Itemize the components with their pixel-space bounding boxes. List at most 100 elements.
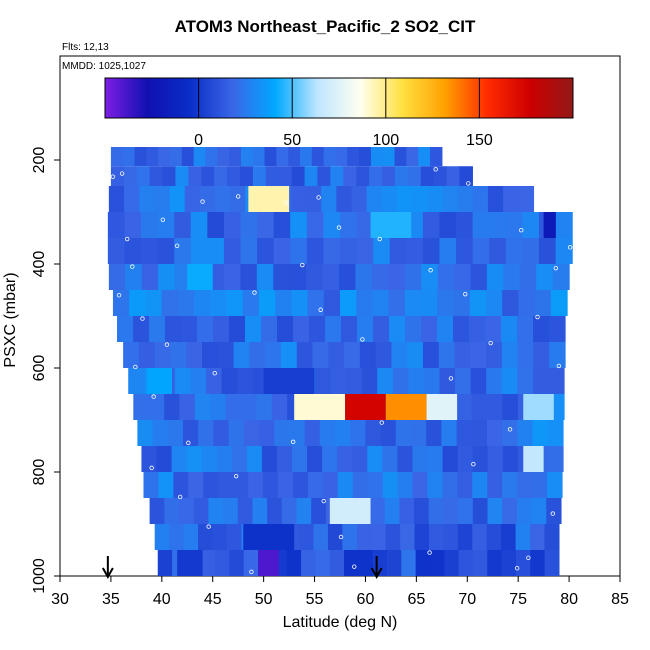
heatmap-cell [213,420,230,446]
heatmap-cell [444,550,460,576]
heatmap-cell [487,550,503,576]
heatmap-cell [401,550,417,576]
heatmap-cell [306,186,322,212]
heatmap-cell [517,368,534,394]
sample-point [360,337,365,342]
heatmap-cell [273,238,291,264]
heatmap-cell [158,147,171,167]
heatmap-cell [442,472,458,498]
heatmap-cell [174,368,192,394]
heatmap-cell [188,472,204,498]
heatmap-cell [170,342,187,368]
heatmap-cell [502,446,519,472]
x-tick-label: 55 [306,591,324,608]
heatmap-cell [344,550,359,576]
heatmap-cell [289,264,307,290]
heatmap-cell [228,420,245,446]
heatmap-cell [501,316,518,342]
heatmap-cell [213,316,230,342]
heatmap-cell [404,290,422,316]
heatmap-cell [437,316,454,342]
heatmap-cell [154,186,171,212]
heatmap-cell [421,264,439,290]
heatmap-cell [359,342,377,368]
heatmap-cell [391,342,408,368]
heatmap-cell [394,166,409,186]
heatmap-cell [122,147,136,167]
heatmap-cell [169,524,185,550]
heatmap-cell [161,290,179,316]
sample-point [321,498,326,504]
heatmap-cell [357,316,374,342]
heatmap-cell [487,394,504,420]
heatmap-cell [446,166,461,186]
heatmap-cell [437,264,455,290]
heatmap-cell [143,472,160,498]
heatmap-cell [201,166,215,186]
heatmap-cell [157,238,175,264]
heatmap-cell [133,316,150,342]
heatmap-cell [265,166,280,186]
heatmap-cell [216,446,233,472]
heatmap-cell [299,524,315,550]
heatmap-cell [371,264,389,290]
heatmap-cell [412,472,429,498]
heatmap-cell [414,524,430,550]
heatmap-cell [335,147,348,167]
heatmap-cell [547,446,564,472]
heatmap-cell [522,212,540,238]
heatmap-cell [325,316,342,342]
heatmap-cell [503,186,519,212]
sample-point [235,194,241,199]
heatmap-cell [136,166,151,186]
heatmap-cell [517,420,534,446]
heatmap-cell [405,316,422,342]
heatmap-cell [546,498,562,524]
heatmap-cell [469,316,486,342]
sample-point [174,243,180,248]
heatmap-cell [389,316,406,342]
heatmap-feature-cell [263,368,315,394]
heatmap-cell [382,166,396,186]
heatmap-cell [124,186,140,212]
heatmap-cell [256,394,273,420]
heatmap-cell [427,186,444,212]
heatmap-cell [410,420,427,446]
heatmap-cell [200,550,216,576]
heatmap-cell [246,446,263,472]
x-tick-label: 30 [51,591,69,608]
heatmap-cell [412,446,429,472]
sample-point [338,534,344,540]
date-note: MMDD: 1025,1027 [62,61,146,72]
heatmap-cell [237,368,254,394]
heatmap-cell [313,524,329,550]
heatmap-cell [141,264,159,290]
heatmap-cell [377,368,394,394]
heatmap-cell [394,147,407,167]
heatmap-cell [502,394,519,420]
heatmap-cell [288,147,301,167]
heatmap-cell [274,420,290,446]
heatmap-layers [107,147,573,576]
heatmap-cell [226,524,242,550]
heatmap-cell [472,472,488,498]
heatmap-cell [470,368,487,394]
heatmap-feature-cell [294,394,346,420]
heatmap-cell [516,498,533,524]
x-tick-label: 75 [509,591,527,608]
chart-title: ATOM3 Northeast_Pacific_2 SO2_CIT [174,17,476,36]
heatmap-feature-cell [243,524,295,550]
heatmap-cell [134,147,147,167]
heatmap-cell [420,166,435,186]
sample-point [514,566,520,571]
heatmap-cell [179,394,196,420]
heatmap-cell [170,147,183,167]
heatmap-cell [198,420,214,446]
heatmap-cell [210,394,227,420]
heatmap-cell [193,147,207,167]
y-tick-label: 800 [31,459,48,486]
heatmap-cell [162,166,177,186]
heatmap-cell [486,264,504,290]
colorbar-tick-label: 100 [372,132,399,149]
